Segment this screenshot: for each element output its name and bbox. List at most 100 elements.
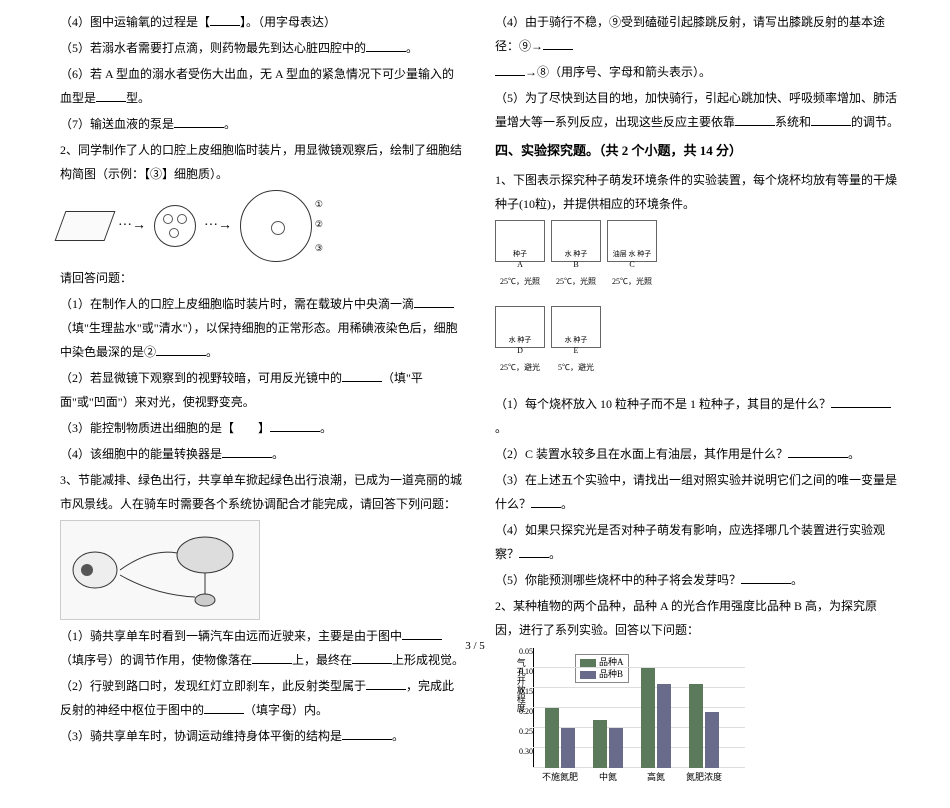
e1q5: （5）你能预测哪些烧杯中的种子将会发芽吗？ 。 (495, 568, 900, 592)
e1-intro: 1、下图表示探究种子萌发环境条件的实验装置，每个烧杯均放有等量的干燥种子(10粒… (495, 168, 900, 216)
blank (519, 546, 549, 558)
blank (342, 370, 382, 382)
bar-chart: 气孔开放程度 品种A品种B 0.300.250.200.150.100.05不施… (515, 648, 755, 788)
p3q5: （5）为了尽快到达目的地，加快骑行，引起心跳加快、呼吸频率增加、肺活量增大等一系… (495, 86, 900, 134)
text: 。 (495, 421, 507, 435)
q5: （5）若溺水者需要打点滴，则药物最先到达心脏四腔中的 。 (60, 36, 465, 60)
beaker-caption: 5℃，避光 (551, 360, 601, 376)
text: （5）若溺水者需要打点滴，则药物最先到达心脏四腔中的 (60, 41, 366, 55)
blank (531, 496, 561, 508)
e1q2: （2）C 装置水较多且在水面上有油层，其作用是什么？。 (495, 442, 900, 466)
text: 。 (320, 421, 332, 435)
q7: （7）输送血液的泵是。 (60, 112, 465, 136)
p3-intro: 3、节能减排、绿色出行，共享单车掀起绿色出行浪潮，已成为一道亮丽的城市风景线。人… (60, 468, 465, 516)
text: （1）在制作人的口腔上皮细胞临时装片时，需在载玻片中央滴一滴 (60, 297, 414, 311)
page-number: 3 / 5 (465, 640, 485, 652)
bar-a (689, 684, 703, 768)
cells-small-icon (154, 205, 196, 247)
e1q1: （1）每个烧杯放入 10 粒种子而不是 1 粒种子，其目的是什么？。 (495, 392, 900, 440)
x-tick-label: 中氮 (599, 768, 617, 786)
p2q4: （4）该细胞中的能量转换器是。 (60, 442, 465, 466)
blank (270, 420, 320, 432)
q4: （4）图中运输氧的过程是【】。（用字母表达） (60, 10, 465, 34)
text: 】。（用字母表达） (240, 15, 336, 29)
blank (156, 344, 206, 356)
p3q3: （3）骑共享单车时，协调运动维持身体平衡的结构是。 (60, 724, 465, 748)
blank (366, 40, 406, 52)
text: （2）行驶到路口时，发现红灯立即刹车，此反射类型属于 (60, 679, 366, 693)
bar-b (657, 684, 671, 768)
p2q3: （3）能控制物质进出细胞的是【 】 。 (60, 416, 465, 440)
beakers-diagram: 种子A25℃，光照水 种子B25℃，光照油层 水 种子C25℃，光照 水 种子D… (495, 220, 900, 376)
legend-item: 品种B (580, 669, 624, 681)
blank (366, 678, 406, 690)
text: 上，最终在 (292, 653, 352, 667)
eye-brain-diagram (60, 520, 260, 620)
legend-text: 品种B (599, 669, 623, 681)
beaker-icon: 水 种子D (495, 306, 545, 348)
blank (210, 14, 240, 26)
blank (495, 64, 525, 76)
beaker-label: A (496, 257, 544, 273)
beaker-row-1: 种子A25℃，光照水 种子B25℃，光照油层 水 种子C25℃，光照 (495, 220, 900, 290)
beaker-icon: 油层 水 种子C (607, 220, 657, 262)
text: （5）你能预测哪些烧杯中的种子将会发芽吗？ (495, 573, 741, 587)
bar-a (545, 708, 559, 768)
legend-swatch-icon (580, 659, 596, 667)
e1q4: （4）如果只探究光是否对种子萌发有影响，应选择哪几个装置进行实验观察？。 (495, 518, 900, 566)
y-tick: 0.30 (519, 744, 533, 760)
beaker-icon: 种子A (495, 220, 545, 262)
text: 的调节。 (851, 115, 899, 129)
text: 。 (561, 497, 573, 511)
text: 。 (392, 729, 404, 743)
beaker-icon: 水 种子B (551, 220, 601, 262)
bar-b (705, 712, 719, 768)
q6: （6）若 A 型血的溺水者受伤大出血，无 A 型血的紧急情况下可少量输入的血型是… (60, 62, 465, 110)
p2q1: （1）在制作人的口腔上皮细胞临时装片时，需在载玻片中央滴一滴（填"生理盐水"或"… (60, 292, 465, 364)
text: 。 (549, 547, 561, 561)
beaker-label: B (552, 257, 600, 273)
legend-swatch-icon (580, 671, 596, 679)
text: 系统和 (775, 115, 811, 129)
bar-b (561, 728, 575, 768)
p3q1: （1）骑共享单车时看到一辆汽车由远而近驶来，主要是由于图中（填序号）的调节作用，… (60, 624, 465, 672)
text: （1）骑共享单车时看到一辆汽车由远而近驶来，主要是由于图中 (60, 629, 402, 643)
blank (811, 114, 851, 126)
beaker-label: D (496, 343, 544, 359)
arrow-icon: ···→ (118, 212, 146, 240)
left-column: （4）图中运输氧的过程是【】。（用字母表达） （5）若溺水者需要打点滴，则药物最… (60, 10, 465, 788)
p2q2: （2）若显微镜下观察到的视野较暗，可用反光镜中的（填"平面"或"凹面"）来对光，… (60, 366, 465, 414)
text: （3）能控制物质进出细胞的是【 】 (60, 421, 270, 435)
x-tick-label: 氮肥浓度 (686, 768, 722, 786)
blank (352, 652, 392, 664)
right-column: （4）由于骑行不稳，⑨受到磕碰引起膝跳反射，请写出膝跳反射的基本途径：⑨→ →⑧… (495, 10, 900, 788)
blank (831, 396, 891, 408)
e2-intro: 2、某种植物的两个品种，品种 A 的光合作用强度比品种 B 高，为探究原因，进行… (495, 594, 900, 642)
blank (788, 446, 848, 458)
x-tick-label: 不施氮肥 (542, 768, 578, 786)
cells-big-icon: ① ② ③ (240, 190, 312, 262)
blank (204, 702, 244, 714)
text: （2）若显微镜下观察到的视野较暗，可用反光镜中的 (60, 371, 342, 385)
bar-a (593, 720, 607, 768)
ask-title: 请回答问题： (60, 266, 465, 290)
exam-page: （4）图中运输氧的过程是【】。（用字母表达） （5）若溺水者需要打点滴，则药物最… (0, 0, 950, 808)
brain-svg-icon (65, 525, 255, 615)
p3q2: （2）行驶到路口时，发现红灯立即刹车，此反射类型属于，完成此反射的神经中枢位于图… (60, 674, 465, 722)
text: 型。 (126, 91, 150, 105)
text: 。 (224, 117, 236, 131)
arrow-icon: ···→ (204, 212, 232, 240)
beaker-caption: 25℃，避光 (495, 360, 545, 376)
beaker-icon: 水 种子E (551, 306, 601, 348)
p3q4: （4）由于骑行不稳，⑨受到磕碰引起膝跳反射，请写出膝跳反射的基本途径：⑨→ (495, 10, 900, 58)
text: 。 (791, 573, 803, 587)
text: 。 (406, 41, 418, 55)
section-4-title: 四、实验探究题。（共 2 个小题，共 14 分） (495, 138, 900, 164)
beaker-row-2: 水 种子D 25℃，避光水 种子E 5℃，避光 (495, 306, 900, 376)
text: →⑧（用序号、字母和箭头表示）。 (525, 65, 711, 79)
bar-a (641, 668, 655, 768)
e1q3: （3）在上述五个实验中，请找出一组对照实验并说明它们之间的唯一变量是什么？。 (495, 468, 900, 516)
cell-diagram: ···→ ···→ ① ② ③ (60, 190, 465, 262)
blank (222, 446, 272, 458)
blank (96, 90, 126, 102)
